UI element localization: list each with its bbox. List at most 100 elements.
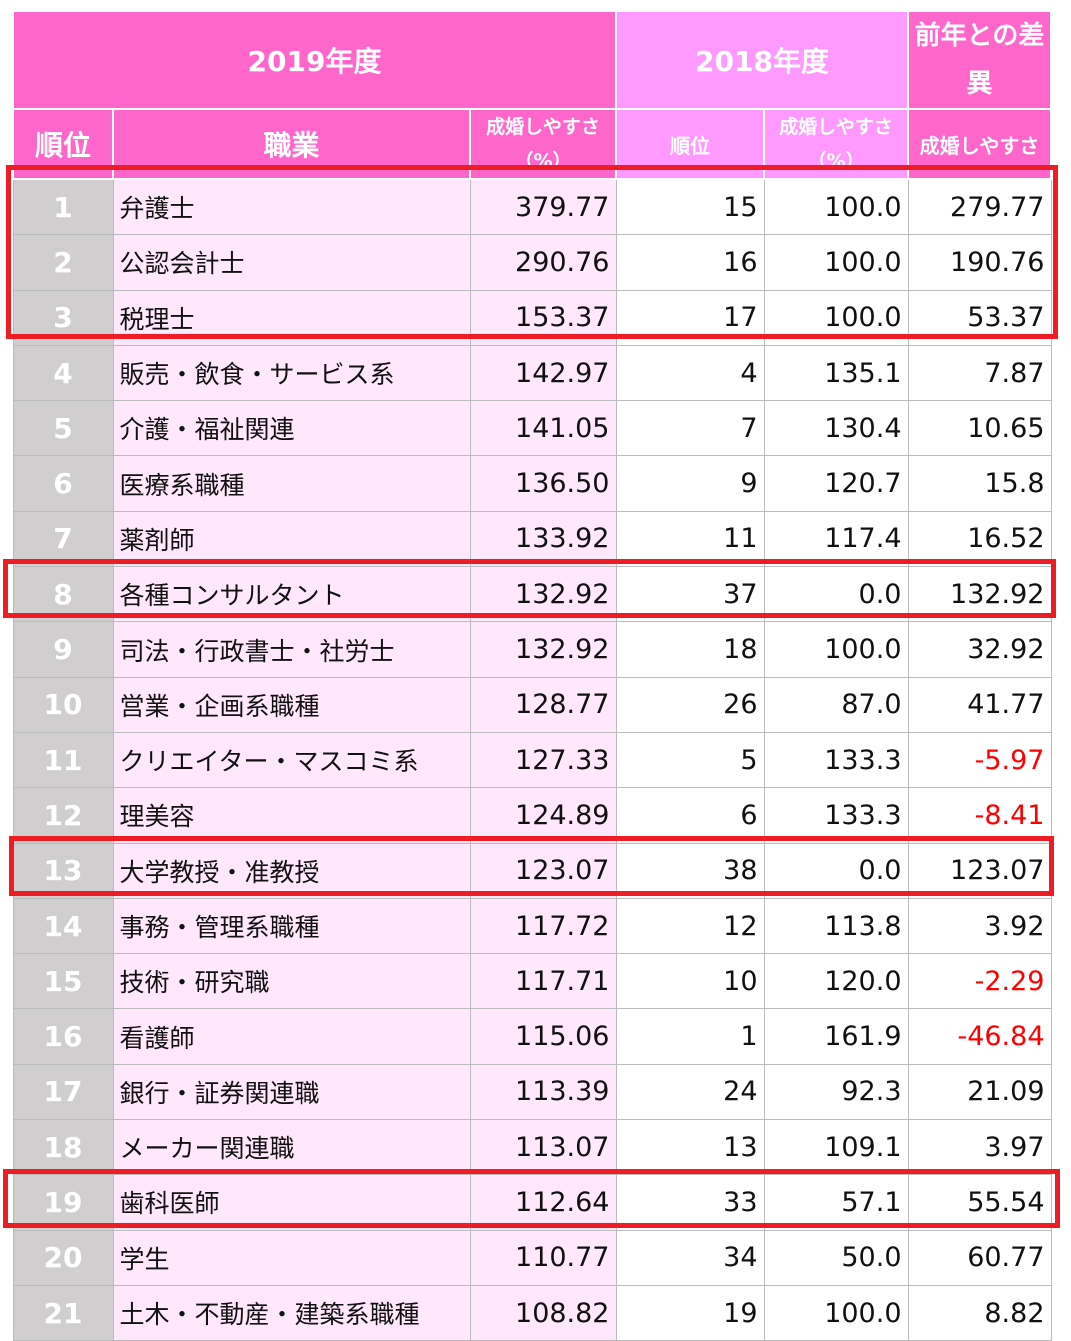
- diff-cell: 16.52: [907, 510, 1052, 568]
- diff-cell: 279.77: [907, 178, 1052, 236]
- job-cell: 弁護士: [112, 178, 471, 236]
- job-cell: 各種コンサルタント: [112, 566, 471, 623]
- job-cell: 営業・企画系職種: [112, 676, 471, 733]
- ease-2019-cell: 124.89: [469, 787, 617, 844]
- header-rank-2018: 順位: [615, 108, 765, 180]
- rank-cell: 19: [12, 1174, 114, 1231]
- rank-cell: 10: [12, 676, 114, 733]
- ease-2018-cell: 135.1: [763, 344, 909, 402]
- table-row: 9 司法・行政書士・社労士 132.92 18 100.0 32.92: [12, 621, 1052, 678]
- ease-2018-cell: 133.3: [763, 731, 909, 789]
- ease-2019-cell: 117.72: [469, 897, 617, 955]
- diff-cell: 10.65: [907, 400, 1052, 457]
- ease-2018-cell: 117.4: [763, 510, 909, 568]
- diff-cell: -2.29: [907, 953, 1052, 1010]
- rank-cell: 6: [12, 455, 114, 512]
- ease-2019-cell: 132.92: [469, 621, 617, 678]
- rank-2018-cell: 24: [615, 1063, 765, 1121]
- diff-cell: 3.97: [907, 1119, 1052, 1176]
- ease-2018-cell: 109.1: [763, 1119, 909, 1176]
- rank-2018-cell: 15: [615, 178, 765, 236]
- rank-cell: 14: [12, 897, 114, 955]
- ease-2019-cell: 132.92: [469, 566, 617, 623]
- rank-cell: 5: [12, 400, 114, 457]
- rank-cell: 4: [12, 344, 114, 402]
- rank-2018-cell: 26: [615, 676, 765, 733]
- ease-2018-cell: 100.0: [763, 178, 909, 236]
- table-row: 5 介護・福祉関連 141.05 7 130.4 10.65: [12, 400, 1052, 457]
- job-cell: 介護・福祉関連: [112, 400, 471, 457]
- diff-cell: -46.84: [907, 1008, 1052, 1065]
- header-diff-ease: 成婚しやすさ: [907, 108, 1052, 180]
- ease-2019-cell: 108.82: [469, 1284, 617, 1341]
- ease-2019-cell: 123.07: [469, 842, 617, 899]
- marriage-ease-table: 2019年度 2018年度 前年との差異 順位 職業 成婚しやすさ（%） 順位 …: [12, 10, 1052, 1341]
- ease-2019-cell: 128.77: [469, 676, 617, 733]
- table-row: 2 公認会計士 290.76 16 100.0 190.76: [12, 234, 1052, 291]
- header-ease-2019: 成婚しやすさ（%）: [469, 108, 617, 180]
- ease-2018-cell: 161.9: [763, 1008, 909, 1065]
- rank-cell: 9: [12, 621, 114, 678]
- table-row: 14 事務・管理系職種 117.72 12 113.8 3.92: [12, 897, 1052, 955]
- ease-2019-cell: 115.06: [469, 1008, 617, 1065]
- diff-cell: -8.41: [907, 787, 1052, 844]
- rank-2018-cell: 5: [615, 731, 765, 789]
- job-cell: 歯科医師: [112, 1174, 471, 1231]
- rank-cell: 18: [12, 1119, 114, 1176]
- job-cell: 銀行・証券関連職: [112, 1063, 471, 1121]
- header-rank: 順位: [12, 108, 114, 180]
- job-cell: メーカー関連職: [112, 1119, 471, 1176]
- rank-cell: 12: [12, 787, 114, 844]
- diff-cell: 132.92: [907, 566, 1052, 623]
- job-cell: 看護師: [112, 1008, 471, 1065]
- table-row: 1 弁護士 379.77 15 100.0 279.77: [12, 178, 1052, 236]
- ease-2018-cell: 100.0: [763, 289, 909, 346]
- table-row: 17 銀行・証券関連職 113.39 24 92.3 21.09: [12, 1063, 1052, 1121]
- table-row: 20 学生 110.77 34 50.0 60.77: [12, 1229, 1052, 1286]
- table-row: 7 薬剤師 133.92 11 117.4 16.52: [12, 510, 1052, 568]
- ease-2019-cell: 379.77: [469, 178, 617, 236]
- table-row: 19 歯科医師 112.64 33 57.1 55.54: [12, 1174, 1052, 1231]
- diff-cell: 8.82: [907, 1284, 1052, 1341]
- job-cell: 公認会計士: [112, 234, 471, 291]
- rank-2018-cell: 13: [615, 1119, 765, 1176]
- table-row: 12 理美容 124.89 6 133.3 -8.41: [12, 787, 1052, 844]
- diff-cell: 53.37: [907, 289, 1052, 346]
- ease-2019-cell: 113.07: [469, 1119, 617, 1176]
- rank-cell: 1: [12, 178, 114, 236]
- rank-cell: 7: [12, 510, 114, 568]
- ease-2018-cell: 100.0: [763, 234, 909, 291]
- diff-cell: 3.92: [907, 897, 1052, 955]
- rank-2018-cell: 37: [615, 566, 765, 623]
- rank-cell: 21: [12, 1284, 114, 1341]
- header-2019: 2019年度: [12, 10, 617, 110]
- table-row: 11 クリエイター・マスコミ系 127.33 5 133.3 -5.97: [12, 731, 1052, 789]
- rank-2018-cell: 6: [615, 787, 765, 844]
- job-cell: 学生: [112, 1229, 471, 1286]
- rank-2018-cell: 4: [615, 344, 765, 402]
- ease-2018-cell: 133.3: [763, 787, 909, 844]
- job-cell: 事務・管理系職種: [112, 897, 471, 955]
- header-diff: 前年との差異: [907, 10, 1052, 110]
- job-cell: 税理士: [112, 289, 471, 346]
- rank-cell: 8: [12, 566, 114, 623]
- job-cell: 薬剤師: [112, 510, 471, 568]
- table-row: 15 技術・研究職 117.71 10 120.0 -2.29: [12, 953, 1052, 1010]
- ease-2018-cell: 113.8: [763, 897, 909, 955]
- diff-cell: 41.77: [907, 676, 1052, 733]
- rank-2018-cell: 7: [615, 400, 765, 457]
- ease-2019-cell: 110.77: [469, 1229, 617, 1286]
- ease-2019-cell: 133.92: [469, 510, 617, 568]
- rank-2018-cell: 12: [615, 897, 765, 955]
- ease-2018-cell: 87.0: [763, 676, 909, 733]
- rank-2018-cell: 1: [615, 1008, 765, 1065]
- table-row: 3 税理士 153.37 17 100.0 53.37: [12, 289, 1052, 346]
- rank-cell: 16: [12, 1008, 114, 1065]
- rank-cell: 2: [12, 234, 114, 291]
- ease-2019-cell: 112.64: [469, 1174, 617, 1231]
- table-row: 4 販売・飲食・サービス系 142.97 4 135.1 7.87: [12, 344, 1052, 402]
- rank-2018-cell: 38: [615, 842, 765, 899]
- job-cell: 医療系職種: [112, 455, 471, 512]
- rank-cell: 11: [12, 731, 114, 789]
- ease-2019-cell: 290.76: [469, 234, 617, 291]
